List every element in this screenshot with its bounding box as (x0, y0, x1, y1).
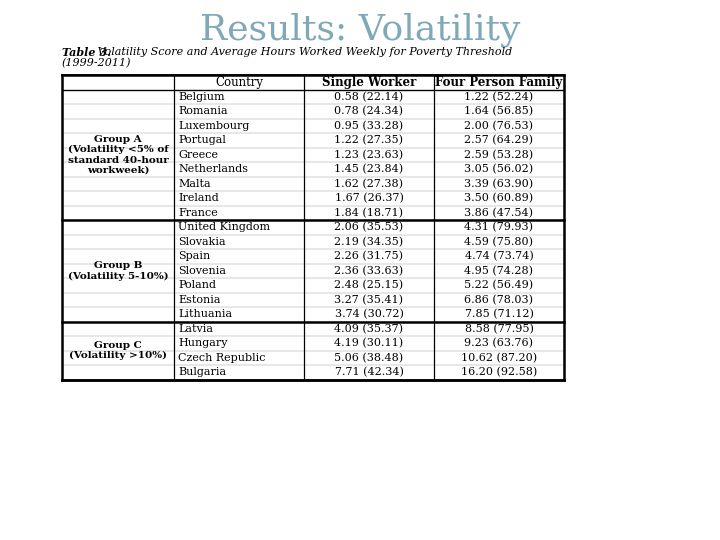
Text: Lithuania: Lithuania (178, 309, 232, 319)
Text: 1.84 (18.71): 1.84 (18.71) (335, 207, 403, 218)
Text: 1.22 (27.35): 1.22 (27.35) (335, 135, 403, 145)
Text: Group B
(Volatility 5-10%): Group B (Volatility 5-10%) (68, 261, 168, 280)
Text: Four Person Family: Four Person Family (436, 76, 562, 89)
Text: 2.26 (31.75): 2.26 (31.75) (335, 251, 403, 261)
Text: 2.59 (53.28): 2.59 (53.28) (464, 150, 534, 160)
Text: Ireland: Ireland (178, 193, 219, 203)
Text: 3.50 (60.89): 3.50 (60.89) (464, 193, 534, 204)
Text: 9.23 (63.76): 9.23 (63.76) (464, 338, 534, 348)
Text: United Kingdom: United Kingdom (178, 222, 270, 232)
Text: 3.27 (35.41): 3.27 (35.41) (335, 295, 403, 305)
Text: 2.48 (25.15): 2.48 (25.15) (334, 280, 404, 291)
Text: Poland: Poland (178, 280, 216, 291)
Text: 10.62 (87.20): 10.62 (87.20) (461, 353, 537, 363)
Text: 1.67 (26.37): 1.67 (26.37) (335, 193, 403, 204)
Text: Group A
(Volatility <5% of
standard 40-hour
workweek): Group A (Volatility <5% of standard 40-h… (68, 134, 168, 175)
Text: Slovakia: Slovakia (178, 237, 225, 247)
Text: France: France (178, 208, 217, 218)
Text: Table 3.: Table 3. (62, 46, 111, 57)
Text: 2.57 (64.29): 2.57 (64.29) (464, 135, 534, 145)
Text: 8.58 (77.95): 8.58 (77.95) (464, 323, 534, 334)
Text: 3.74 (30.72): 3.74 (30.72) (335, 309, 403, 319)
Text: Luxembourg: Luxembourg (178, 121, 249, 131)
Text: 2.19 (34.35): 2.19 (34.35) (334, 237, 404, 247)
Text: Czech Republic: Czech Republic (178, 353, 266, 363)
Text: 1.23 (23.63): 1.23 (23.63) (334, 150, 404, 160)
Text: 1.22 (52.24): 1.22 (52.24) (464, 92, 534, 102)
Text: (1999-2011): (1999-2011) (62, 58, 132, 68)
Text: 5.06 (38.48): 5.06 (38.48) (334, 353, 404, 363)
Text: 4.09 (35.37): 4.09 (35.37) (335, 323, 403, 334)
Text: 1.62 (27.38): 1.62 (27.38) (335, 179, 403, 189)
Text: Netherlands: Netherlands (178, 164, 248, 174)
Text: Volatility Score and Average Hours Worked Weekly for Poverty Threshold: Volatility Score and Average Hours Worke… (94, 47, 512, 57)
Text: 4.59 (75.80): 4.59 (75.80) (464, 237, 534, 247)
Text: 4.31 (79.93): 4.31 (79.93) (464, 222, 534, 232)
Text: 3.86 (47.54): 3.86 (47.54) (464, 207, 534, 218)
Text: 2.06 (35.53): 2.06 (35.53) (334, 222, 404, 232)
Text: 3.39 (63.90): 3.39 (63.90) (464, 179, 534, 189)
Text: Slovenia: Slovenia (178, 266, 226, 276)
Text: 16.20 (92.58): 16.20 (92.58) (461, 367, 537, 377)
Text: 4.95 (74.28): 4.95 (74.28) (464, 266, 534, 276)
Text: 7.85 (71.12): 7.85 (71.12) (464, 309, 534, 319)
Text: 6.86 (78.03): 6.86 (78.03) (464, 295, 534, 305)
Text: Country: Country (215, 76, 263, 89)
Text: 2.36 (33.63): 2.36 (33.63) (334, 266, 404, 276)
Text: 4.74 (73.74): 4.74 (73.74) (464, 251, 534, 261)
Text: Greece: Greece (178, 150, 218, 160)
Text: Malta: Malta (178, 179, 211, 189)
Text: 1.64 (56.85): 1.64 (56.85) (464, 106, 534, 117)
Text: Bulgaria: Bulgaria (178, 367, 226, 377)
Text: 7.71 (42.34): 7.71 (42.34) (335, 367, 403, 377)
Text: Group C
(Volatility >10%): Group C (Volatility >10%) (69, 341, 167, 360)
Text: 2.00 (76.53): 2.00 (76.53) (464, 120, 534, 131)
Text: Hungary: Hungary (178, 338, 228, 348)
Text: Latvia: Latvia (178, 324, 213, 334)
Text: 0.58 (22.14): 0.58 (22.14) (334, 92, 404, 102)
Text: 5.22 (56.49): 5.22 (56.49) (464, 280, 534, 291)
Text: 0.78 (24.34): 0.78 (24.34) (335, 106, 403, 117)
Text: Spain: Spain (178, 251, 210, 261)
Text: Estonia: Estonia (178, 295, 220, 305)
Text: 0.95 (33.28): 0.95 (33.28) (334, 120, 404, 131)
Text: Portugal: Portugal (178, 135, 226, 145)
Text: 3.05 (56.02): 3.05 (56.02) (464, 164, 534, 174)
Text: Results: Volatility: Results: Volatility (200, 13, 520, 47)
Text: Belgium: Belgium (178, 92, 225, 102)
Text: 1.45 (23.84): 1.45 (23.84) (334, 164, 404, 174)
Text: Romania: Romania (178, 106, 228, 116)
Text: 4.19 (30.11): 4.19 (30.11) (334, 338, 404, 348)
Text: Single Worker: Single Worker (322, 76, 416, 89)
